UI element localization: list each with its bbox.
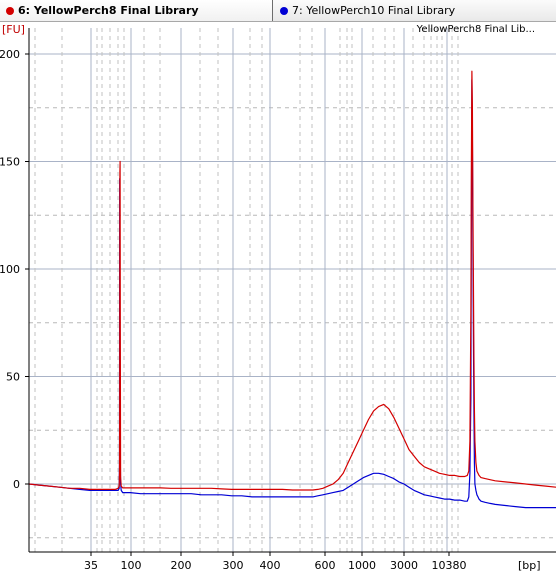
x-tick-label: 100: [121, 559, 142, 572]
series-dot-icon: [280, 6, 288, 15]
tab-sample-6[interactable]: 6: YellowPerch8 Final Library: [0, 0, 273, 21]
y-tick-label: 100: [0, 263, 20, 276]
x-tick-label: 35: [84, 559, 98, 572]
x-tick-label: 400: [260, 559, 281, 572]
y-tick-label: 0: [13, 478, 20, 491]
series-dot-icon: [6, 6, 14, 15]
tick-labels: 0 50 100 150 200 35 100 200 300 400 600 1000 3000 103…: [0, 48, 467, 572]
series-lines: [28, 70, 556, 509]
tab-sample-7-label: 7: YellowPerch10 Final Library: [292, 4, 456, 17]
x-tick-label: 600: [315, 559, 336, 572]
x-axis-label: [bp]: [518, 559, 541, 572]
y-tick-label: 200: [0, 48, 20, 61]
x-tick-label: 1000: [348, 559, 376, 572]
series-line-sample-7: [28, 79, 556, 509]
y-axis-label: [FU]: [2, 23, 25, 36]
series-line-sample-6: [28, 70, 556, 491]
y-tick-label: 50: [6, 371, 20, 384]
sample-tab-bar: 6: YellowPerch8 Final Library 7: YellowP…: [0, 0, 556, 22]
x-tick-label: 3000: [390, 559, 418, 572]
grid-lines: [29, 28, 556, 552]
tab-sample-7[interactable]: 7: YellowPerch10 Final Library: [274, 0, 556, 21]
electropherogram-chart: [FU] [bp] YellowPerch8 Final Lib... 0 50 1…: [0, 23, 556, 572]
axis-ticks: [25, 53, 450, 556]
chart-title: YellowPerch8 Final Lib...: [416, 24, 535, 35]
x-tick-label: 300: [223, 559, 244, 572]
x-tick-label: 10380: [432, 559, 467, 572]
x-tick-label: 200: [171, 559, 192, 572]
y-tick-label: 150: [0, 156, 20, 169]
tab-sample-6-label: 6: YellowPerch8 Final Library: [18, 4, 199, 17]
